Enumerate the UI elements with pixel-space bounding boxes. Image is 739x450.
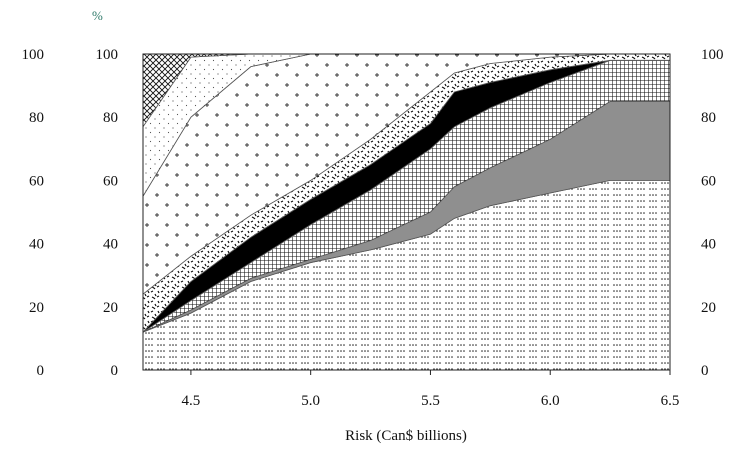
y-tick-label-inner: 0 <box>111 363 119 379</box>
y-tick-label-inner: 40 <box>103 237 118 253</box>
area-band-plus <box>143 54 670 295</box>
y-tick-label-right: 60 <box>701 173 716 189</box>
y-tick-label-outer: 100 <box>22 47 45 63</box>
y-tick-label-inner: 80 <box>103 110 118 126</box>
area-band-dots-sparse <box>143 54 670 197</box>
y-tick-label-inner: 60 <box>103 173 118 189</box>
x-tick-label: 4.5 <box>182 393 201 409</box>
x-tick-label: 5.5 <box>421 393 440 409</box>
y-tick-label-outer: 40 <box>29 237 44 253</box>
x-tick-label: 5.0 <box>301 393 320 409</box>
x-tick-label: 6.0 <box>541 393 560 409</box>
y-tick-label-outer: 20 <box>29 300 44 316</box>
plot-frame <box>142 53 671 371</box>
y-tick-label-right: 20 <box>701 300 716 316</box>
y-tick-label-right: 100 <box>701 47 724 63</box>
y-tick-label-inner: 20 <box>103 300 118 316</box>
y-tick-label-inner: 100 <box>96 47 119 63</box>
y-tick-label-right: 80 <box>701 110 716 126</box>
y-tick-label-right: 40 <box>701 237 716 253</box>
y-tick-label-outer: 0 <box>37 363 45 379</box>
y-tick-label-outer: 60 <box>29 173 44 189</box>
x-axis-label: Risk (Can$ billions) <box>345 428 467 444</box>
y-tick-label-right: 0 <box>701 363 709 379</box>
y-unit-label: % <box>92 8 103 23</box>
y-tick-label-outer: 80 <box>29 110 44 126</box>
x-tick-label: 6.5 <box>661 393 680 409</box>
